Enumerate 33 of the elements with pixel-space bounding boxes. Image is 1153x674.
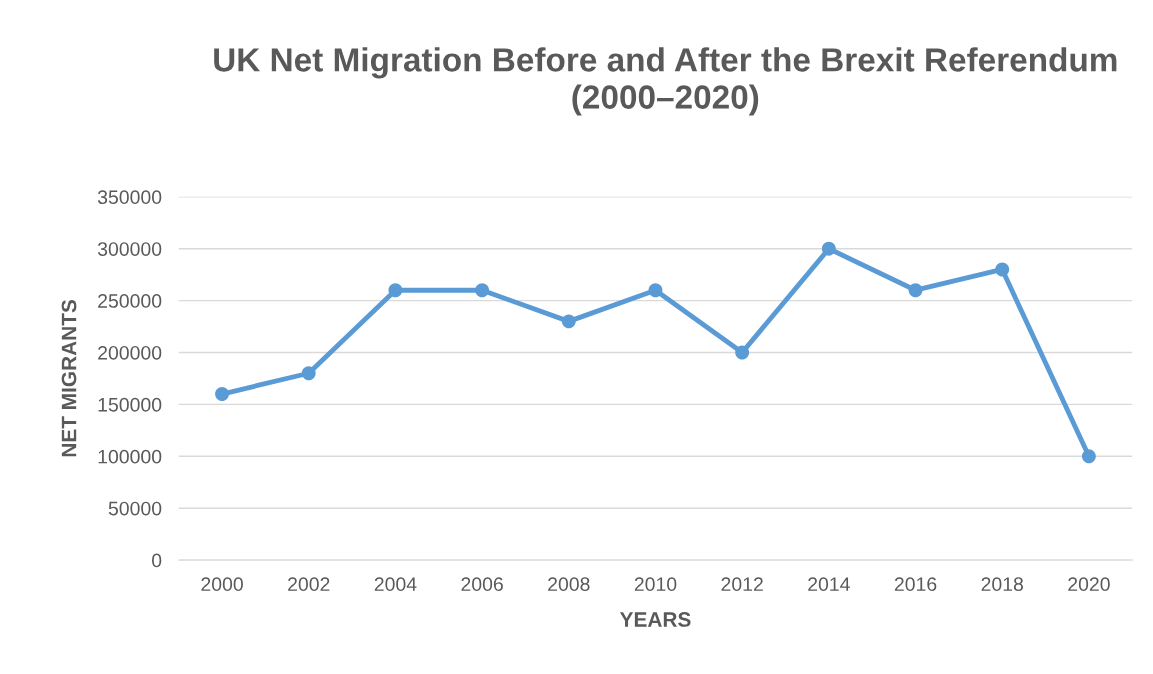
y-tick-label: 250000 [98,294,162,308]
y-tick-label: 50000 [108,501,162,516]
x-tick-label: 2002 [288,577,330,592]
point [995,262,1010,277]
y-tick-label: 100000 [98,449,162,464]
y-tick-label: 200000 [98,345,162,360]
point [908,283,923,298]
point [388,283,403,298]
x-axis-title: YEARS [619,612,691,627]
y-tick-label: 350000 [97,190,162,205]
point [301,366,316,381]
x-tick-label: 2004 [374,577,417,592]
y-tick-label: 300000 [97,242,162,256]
y-axis-title: NET MIGRANTS [61,299,77,457]
point [215,387,229,401]
x-tick-label: 2012 [721,577,763,592]
x-tick-label: 2018 [981,577,1023,592]
x-tick-label: 2020 [1068,577,1110,592]
point [561,314,576,329]
x-tick-label: 2014 [808,577,850,592]
chart-title: UK Net Migration Before and After the Brexit Referendum (2000–2020) [214,47,1117,116]
x-tick-label: 2000 [201,577,243,592]
x-tick-label: 2016 [894,577,937,592]
x-tick-label: 2010 [634,577,677,592]
point [648,283,663,298]
point [1081,449,1096,464]
point [475,283,490,298]
x-tick-label: 2006 [461,577,503,592]
point [735,345,750,360]
y-tick-label: 0 [151,553,162,568]
point [821,241,836,256]
x-tick-label: 2008 [548,577,590,592]
y-tick-label: 150000 [98,397,162,412]
